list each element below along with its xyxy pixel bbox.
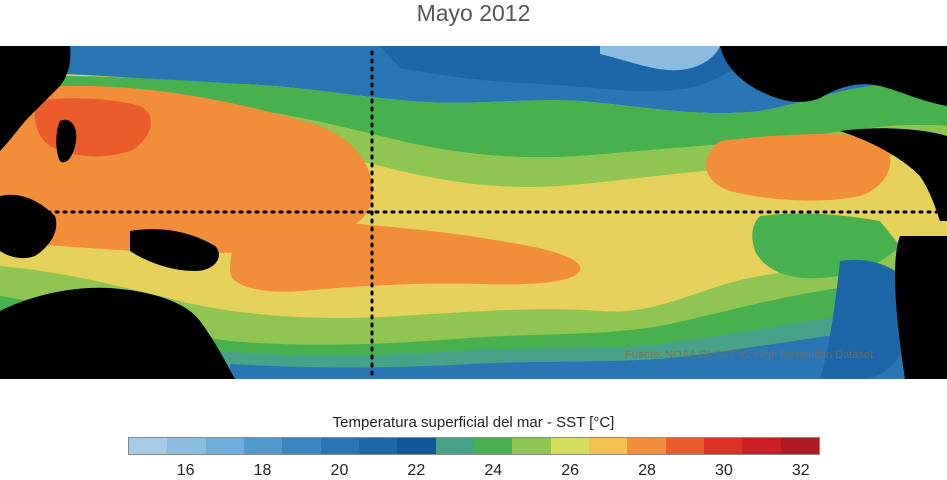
map-title: Mayo 2012: [416, 0, 531, 26]
colorbar-swatch: [512, 438, 551, 454]
land-north-america: [720, 46, 947, 106]
colorbar-swatch: [742, 438, 781, 454]
colorbar-tick-label: 32: [791, 462, 810, 479]
land-asia: [0, 46, 71, 151]
colorbar-tick-label: 30: [714, 462, 733, 479]
land-australia: [0, 287, 235, 379]
colorbar-swatch: [243, 438, 283, 454]
colorbar-tick-label: 18: [253, 462, 272, 479]
sst-zone-humboldt: [820, 259, 905, 379]
sst-zone-north-green: [0, 76, 947, 158]
land-new-guinea: [130, 229, 219, 271]
colorbar-tick-label: 16: [176, 462, 195, 479]
land-philippines: [56, 119, 77, 163]
colorbar-swatch: [282, 438, 321, 454]
land-central-america: [840, 128, 947, 221]
map-source-note: Fuente: NOAA OI SST V2 High Resolution D…: [625, 349, 874, 361]
colorbar-tick-label: 26: [561, 462, 580, 479]
colorbar-tick-label: 22: [407, 462, 426, 479]
colorbar-swatch: [665, 438, 704, 454]
colorbar-swatch: [550, 438, 589, 454]
colorbar-label: Temperatura superficial del mar - SST [°…: [332, 414, 615, 431]
land-south-america: [895, 236, 947, 379]
colorbar-swatch: [627, 438, 666, 454]
colorbar-swatch: [473, 438, 513, 454]
colorbar: [128, 437, 820, 455]
colorbar-ticks: 16 18 20 22 24 26 28 30 32: [128, 462, 820, 480]
colorbar-swatch: [205, 438, 244, 454]
sst-zone-north-pale: [600, 46, 720, 71]
colorbar-swatch: [588, 438, 628, 454]
colorbar-swatch: [435, 438, 474, 454]
colorbar-tick-label: 28: [638, 462, 656, 479]
colorbar-swatch: [358, 438, 398, 454]
colorbar-swatch: [320, 438, 359, 454]
sst-zone-south-blue: [230, 320, 947, 379]
colorbar-swatch: [780, 438, 819, 454]
colorbar-tick-label: 24: [484, 462, 503, 479]
sst-zone-east-warm: [706, 134, 891, 201]
colorbar-swatch: [703, 438, 743, 454]
sst-zone-equatorial-warm: [230, 216, 581, 292]
colorbar-swatch: [129, 438, 168, 454]
sst-map: [0, 46, 947, 379]
colorbar-tick-label: 20: [330, 462, 349, 479]
colorbar-swatch: [167, 438, 206, 454]
colorbar-swatch: [397, 438, 436, 454]
